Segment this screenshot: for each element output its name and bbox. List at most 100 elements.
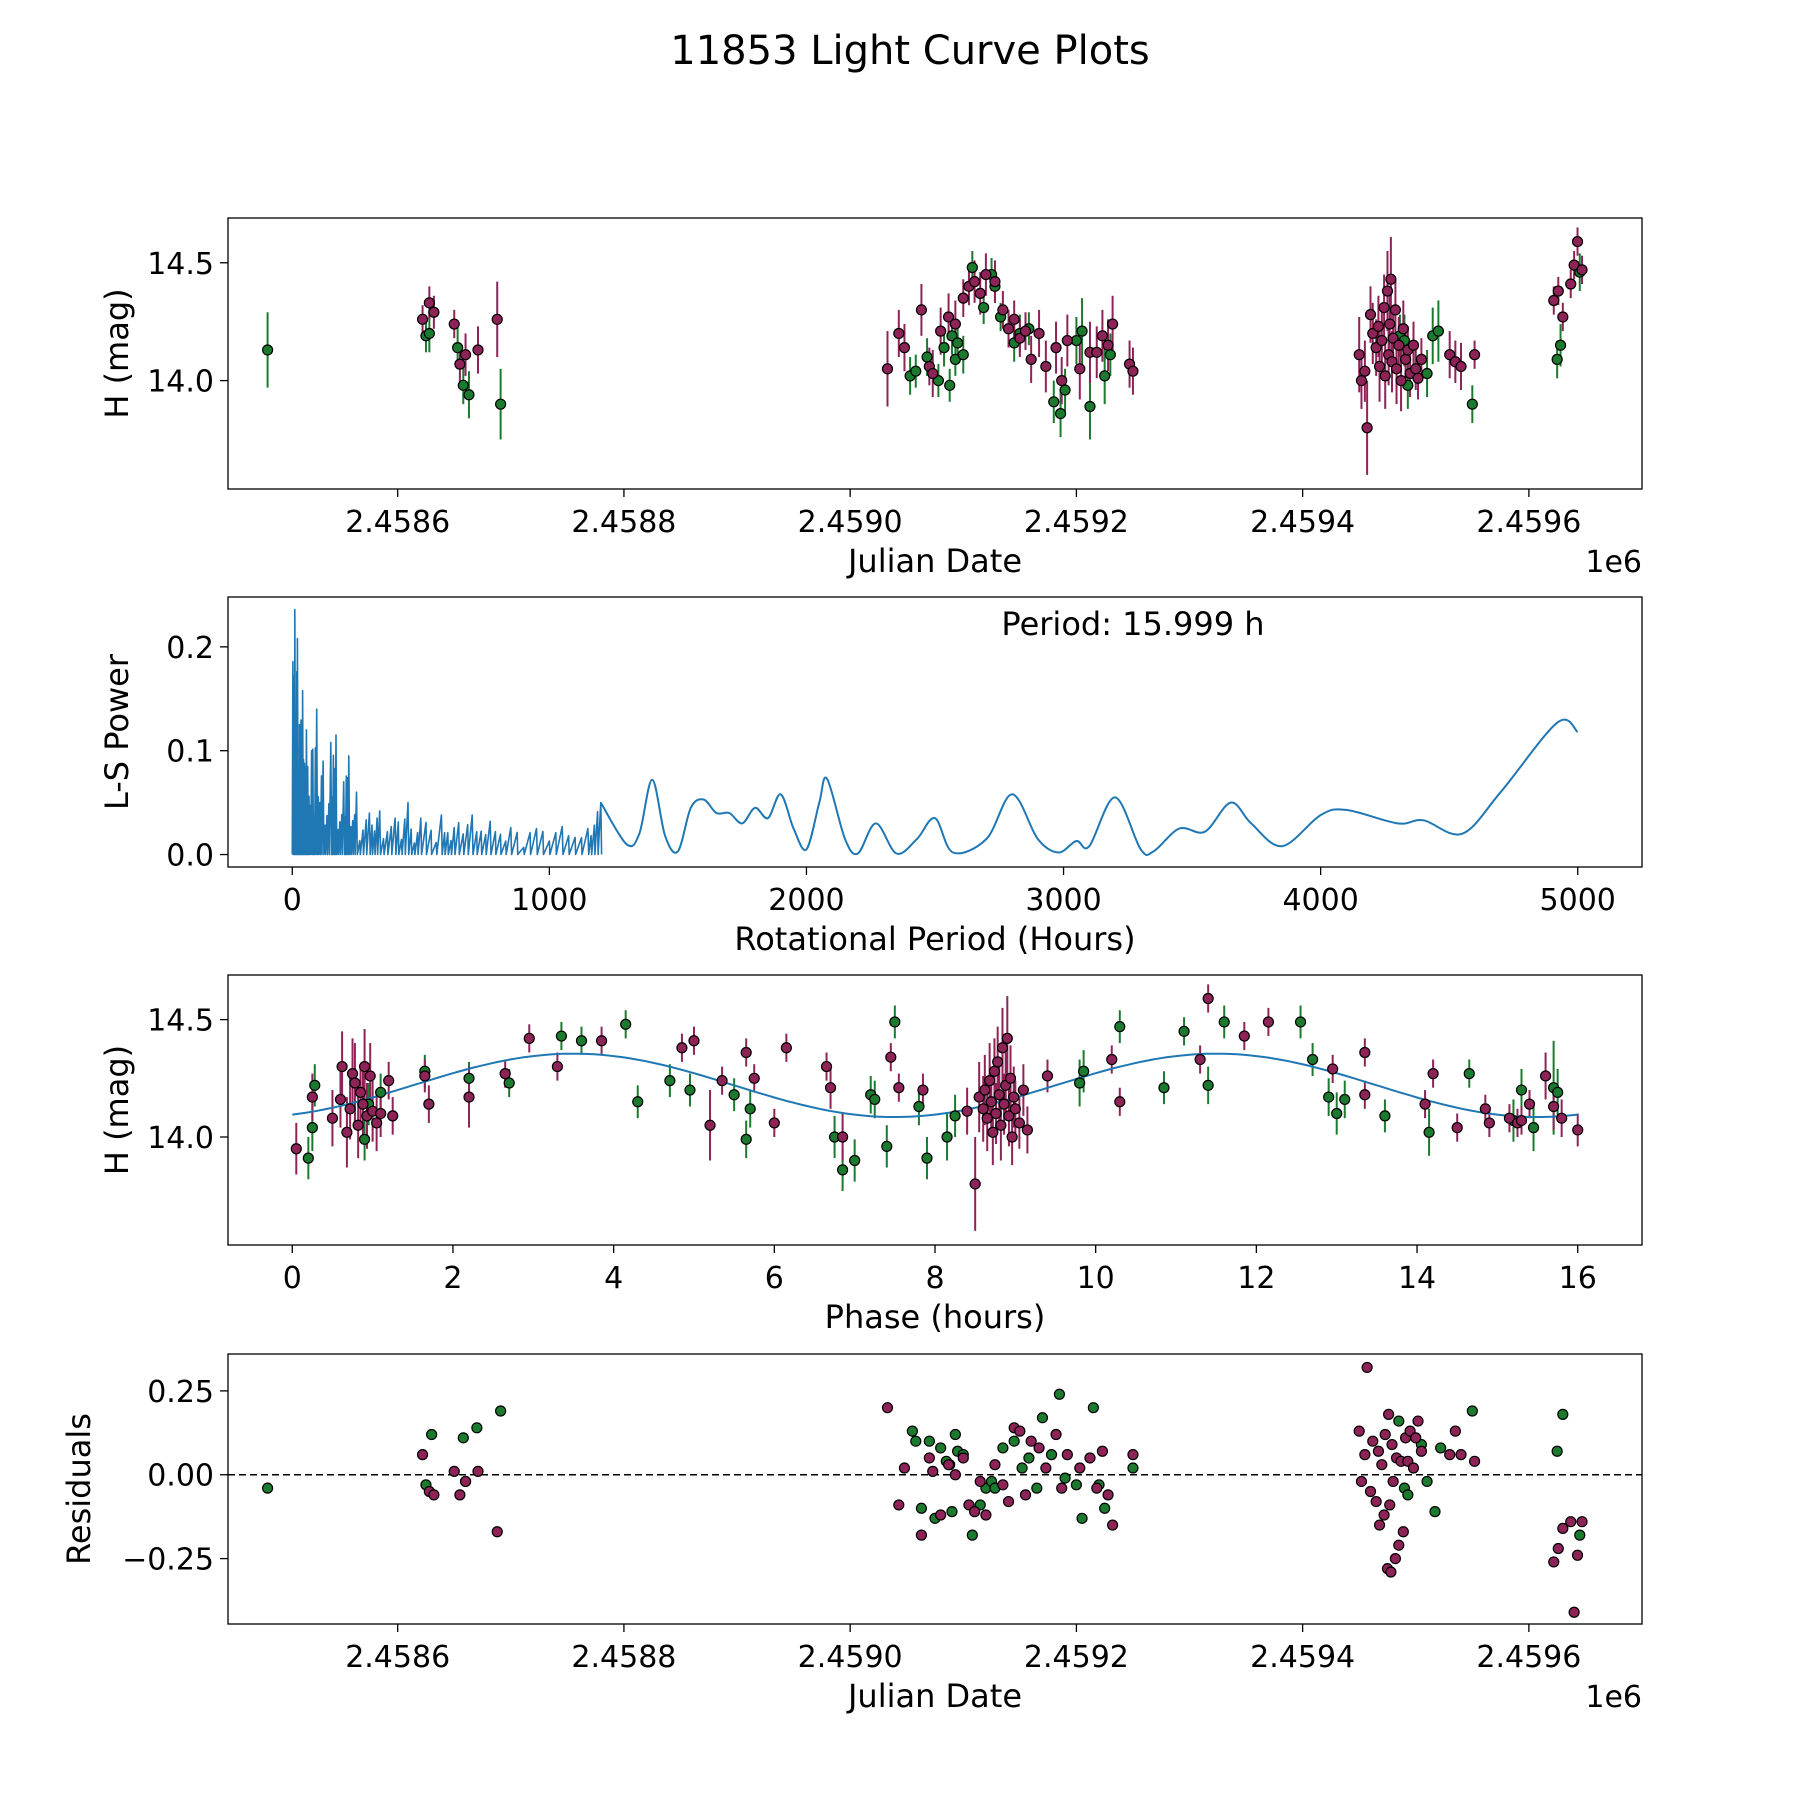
x-tick-label: 16	[1559, 1261, 1597, 1296]
data-point	[1385, 273, 1397, 285]
data-point	[1378, 1509, 1390, 1521]
data-point	[1571, 235, 1584, 248]
data-point	[1096, 330, 1109, 342]
data-point	[1468, 349, 1481, 361]
data-point	[1364, 309, 1377, 321]
data-point	[881, 1402, 894, 1414]
panel-1: 2.4586 2.4588 2.4590 2.4592 2.4594 2.4596 14.0…	[98, 217, 1643, 580]
data-point	[1202, 992, 1214, 1005]
data-point	[1102, 1489, 1114, 1501]
data-point	[1106, 1053, 1118, 1066]
data-point	[472, 1465, 484, 1477]
data-point	[1006, 1131, 1018, 1143]
data-point	[935, 1509, 947, 1521]
data-point	[728, 1089, 740, 1101]
data-point	[1383, 1408, 1395, 1420]
data-point	[491, 313, 503, 325]
model-curve	[292, 1052, 1578, 1118]
data-point	[491, 1526, 503, 1538]
data-point	[1041, 1070, 1054, 1082]
data-point	[1412, 1415, 1424, 1427]
figure-title: 11853 Light Curve Plots	[670, 28, 1149, 74]
x-tick-label: 0	[283, 1261, 302, 1296]
panel-2: 0 1000 2000 3000 4000 5000 0.0 0.1 0.2 Rotational…	[98, 596, 1643, 958]
data-point	[1178, 1025, 1190, 1037]
data-point	[915, 304, 928, 316]
data-point	[923, 1452, 935, 1464]
data-point	[471, 1422, 483, 1434]
data-point	[1059, 384, 1071, 396]
subplot-grid: 2.4586 2.4588 2.4590 2.4592 2.4594 2.4596 14.0…	[60, 217, 1643, 1715]
data-point	[944, 379, 956, 391]
data-point	[346, 1068, 359, 1080]
data-point	[913, 1100, 925, 1113]
data-point	[979, 1084, 991, 1096]
data-point	[1014, 1425, 1026, 1437]
data-point	[1158, 1082, 1170, 1094]
data-point	[1355, 375, 1368, 387]
data-point	[1013, 1117, 1025, 1129]
data-point	[1359, 1449, 1371, 1461]
data-point	[1359, 1046, 1371, 1059]
data-point	[885, 1051, 897, 1063]
data-point	[684, 1084, 696, 1096]
x-tick-label: 8	[925, 1261, 944, 1296]
data-point	[949, 1110, 961, 1122]
data-point	[1009, 1103, 1021, 1115]
data-point	[1468, 1455, 1481, 1467]
data-point	[354, 1086, 367, 1098]
data-point	[704, 1119, 716, 1131]
data-point	[966, 1529, 978, 1541]
data-point	[984, 1075, 996, 1087]
data-point	[1483, 1117, 1495, 1129]
data-point	[1466, 398, 1478, 410]
x-tick-label: 2.4596	[1476, 505, 1581, 540]
data-point	[820, 1060, 833, 1073]
data-point	[978, 301, 990, 314]
data-point	[452, 342, 464, 354]
data-point	[1455, 360, 1467, 373]
data-point	[1033, 1442, 1045, 1454]
data-point	[1410, 1432, 1422, 1444]
data-point	[1040, 360, 1052, 373]
data-point	[495, 398, 507, 410]
data-point	[893, 1499, 905, 1511]
x-tick-label: 0	[283, 883, 302, 918]
data-point	[1455, 1449, 1467, 1461]
data-point	[949, 1428, 961, 1441]
data-point	[1565, 1516, 1577, 1528]
data-point	[1572, 1124, 1584, 1136]
data-point	[780, 1042, 792, 1054]
data-point	[555, 1030, 568, 1042]
data-point	[1554, 339, 1567, 351]
x-tick-label: 2000	[768, 883, 844, 918]
data-point	[1114, 1021, 1126, 1033]
data-point	[1099, 1502, 1111, 1514]
data-point	[957, 349, 969, 361]
data-point	[893, 1082, 905, 1094]
data-point	[996, 1042, 1009, 1054]
data-point	[1355, 1475, 1368, 1488]
data-point	[910, 365, 922, 377]
plot-area	[290, 984, 1584, 1231]
data-point	[457, 379, 469, 391]
data-point	[1412, 372, 1424, 384]
data-point	[1331, 1107, 1343, 1120]
x-tick-label: 2.4588	[571, 505, 676, 540]
data-point	[915, 1502, 928, 1514]
x-tick-label: 10	[1077, 1261, 1115, 1296]
data-point	[428, 306, 440, 318]
data-point	[923, 1435, 935, 1447]
data-point	[1307, 1053, 1319, 1066]
panel-3: 0 2 4 6 8 10 12 14 16 14.0 14.5 Phase (hours) H (mag…	[98, 974, 1643, 1336]
data-point	[906, 1425, 918, 1437]
data-point	[1099, 370, 1111, 382]
data-point	[1367, 1435, 1379, 1447]
y-tick-label: 0.1	[166, 735, 214, 770]
data-point	[1074, 363, 1086, 375]
data-point	[1001, 1032, 1013, 1044]
data-point	[1104, 349, 1116, 361]
data-point	[1407, 1462, 1420, 1474]
y-tick-label: 0.2	[166, 631, 214, 666]
